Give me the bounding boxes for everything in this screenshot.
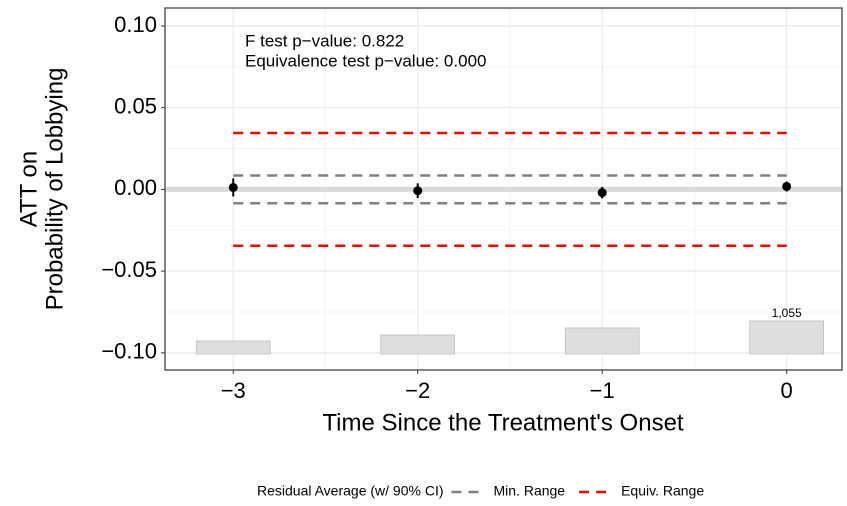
count-bar xyxy=(380,334,456,355)
legend-label: Min. Range xyxy=(494,483,566,499)
point xyxy=(413,186,423,196)
count-bar xyxy=(749,320,824,355)
legend-label: Equiv. Range xyxy=(621,483,704,499)
point xyxy=(228,182,238,192)
x-axis-title: Time Since the Treatment's Onset xyxy=(322,409,684,436)
count-bar xyxy=(195,340,271,355)
count-bar xyxy=(564,327,640,355)
legend-title: Residual Average (w/ 90% CI) xyxy=(257,483,444,499)
x-tick-label: 0 xyxy=(781,378,793,403)
point xyxy=(782,181,792,191)
y-tick-label: −0.05 xyxy=(101,257,157,282)
x-tick-label: −3 xyxy=(221,378,246,403)
point xyxy=(597,188,607,198)
x-tick-label: −2 xyxy=(405,378,430,403)
annotation: F test p−value: 0.822 xyxy=(245,31,404,50)
y-tick-label: 0.10 xyxy=(114,12,157,37)
y-tick-label: 0.05 xyxy=(114,94,157,119)
y-axis-title: ATT on xyxy=(15,151,42,227)
y-tick-label: −0.10 xyxy=(101,339,157,364)
annotation: Equivalence test p−value: 0.000 xyxy=(245,51,486,70)
count-label: 1,055 xyxy=(772,306,802,320)
panel-border xyxy=(164,7,843,371)
y-axis-title: Probability of Lobbying xyxy=(41,68,68,311)
y-tick-label: 0.00 xyxy=(114,175,157,200)
x-tick-label: −1 xyxy=(590,378,615,403)
